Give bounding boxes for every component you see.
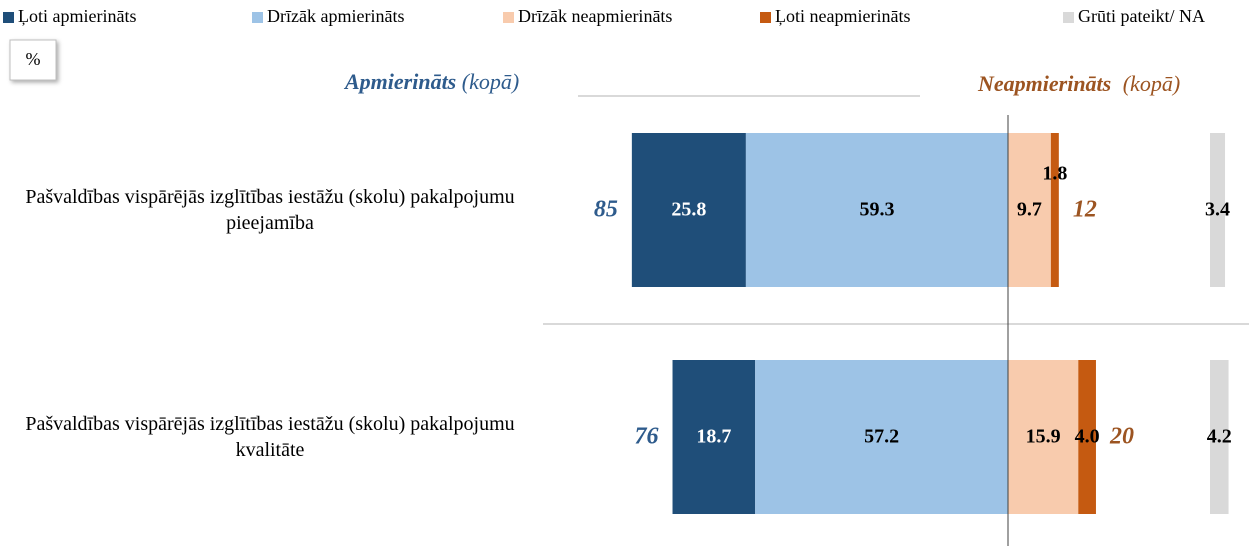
bar-segment: [1210, 360, 1229, 514]
total-header-label: Neapmierināts: [977, 71, 1111, 96]
total-value: 20: [1109, 424, 1134, 450]
legend-swatch: [1063, 12, 1074, 23]
legend-label: Drīzāk apmierināts: [267, 6, 404, 26]
unit-label: %: [26, 49, 41, 69]
bar-segment: [1050, 133, 1059, 287]
total-header-note: (kopā): [462, 69, 519, 94]
value-label: 3.4: [1205, 199, 1230, 221]
value-label: 9.7: [1017, 199, 1042, 221]
bar-segment: [631, 133, 746, 287]
bar-segment: [1078, 360, 1096, 514]
total-value: 76: [635, 424, 659, 450]
value-label: 57.2: [864, 426, 899, 448]
unit-box: [9, 39, 57, 81]
total-header-note: (kopā): [1123, 71, 1180, 96]
legend-label: Ļoti neapmierināts: [775, 6, 910, 26]
bar-segment: [755, 360, 1008, 514]
legend-label: Grūti pateikt/ NA: [1078, 6, 1205, 26]
legend-label: Drīzāk neapmierināts: [518, 6, 672, 26]
total-value: 85: [594, 197, 618, 223]
legend-label: Ļoti apmierināts: [18, 6, 136, 26]
legend-swatch: [3, 12, 14, 23]
total-header: Apmierināts (kopā): [343, 69, 519, 94]
category-label: Pašvaldības vispārējās izglītības iestāž…: [25, 186, 515, 234]
value-label: 4.2: [1207, 426, 1232, 448]
value-label: 59.3: [859, 199, 894, 221]
bar-segment: [745, 133, 1008, 287]
total-header: Neapmierināts (kopā): [977, 71, 1180, 96]
legend-swatch: [760, 12, 771, 23]
value-label: 15.9: [1026, 426, 1061, 448]
bar-segment: [1008, 133, 1051, 287]
total-header-label: Apmierināts: [343, 69, 456, 94]
category-label: Pašvaldības vispārējās izglītības iestāž…: [25, 413, 515, 461]
bar-segment: [672, 360, 756, 514]
value-label: 25.8: [671, 199, 706, 221]
value-label: 18.7: [696, 426, 731, 448]
value-label: 1.8: [1042, 163, 1067, 185]
bar-segment: [1210, 133, 1226, 287]
legend-swatch: [252, 12, 263, 23]
legend-swatch: [503, 12, 514, 23]
total-value: 12: [1073, 197, 1097, 223]
bar-segment: [1008, 360, 1079, 514]
value-label: 4.0: [1075, 426, 1100, 448]
